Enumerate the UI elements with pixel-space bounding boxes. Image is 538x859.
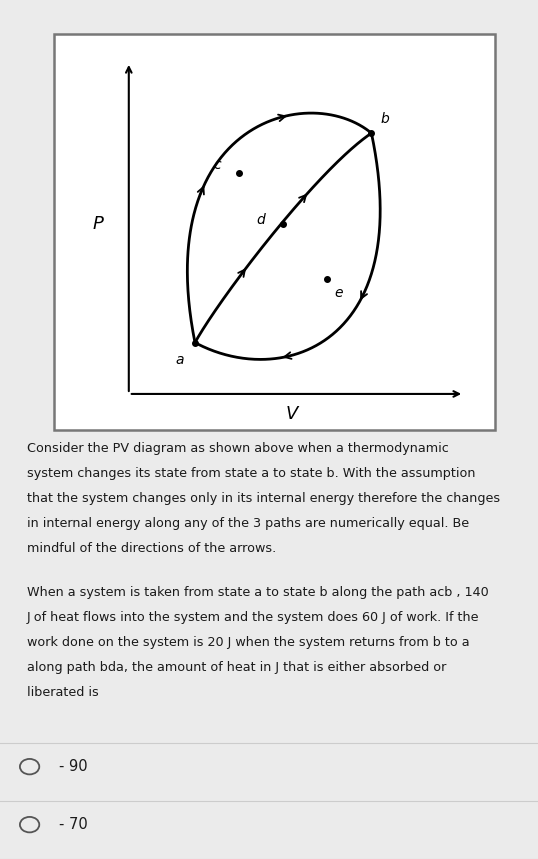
Text: liberated is: liberated is	[27, 686, 98, 699]
Text: J of heat flows into the system and the system does 60 J of work. If the: J of heat flows into the system and the …	[27, 612, 479, 624]
Text: work done on the system is 20 J when the system returns from b to a: work done on the system is 20 J when the…	[27, 636, 470, 649]
Text: V: V	[286, 405, 298, 423]
Text: b: b	[380, 113, 389, 126]
Text: mindful of the directions of the arrows.: mindful of the directions of the arrows.	[27, 542, 276, 555]
Text: Consider the PV diagram as shown above when a thermodynamic: Consider the PV diagram as shown above w…	[27, 442, 449, 455]
Text: system changes its state from state a to state b. With the assumption: system changes its state from state a to…	[27, 467, 476, 480]
Text: c: c	[213, 158, 221, 172]
Text: - 90: - 90	[59, 759, 88, 774]
Text: d: d	[257, 213, 266, 227]
Text: that the system changes only in its internal energy therefore the changes: that the system changes only in its inte…	[27, 492, 500, 505]
Text: in internal energy along any of the 3 paths are numerically equal. Be: in internal energy along any of the 3 pa…	[27, 517, 469, 530]
Text: e: e	[334, 286, 343, 300]
Text: P: P	[93, 215, 103, 233]
Text: When a system is taken from state a to state b along the path acb , 140: When a system is taken from state a to s…	[27, 587, 489, 600]
Text: a: a	[175, 353, 184, 368]
Text: - 70: - 70	[59, 817, 88, 832]
Text: along path bda, the amount of heat in J that is either absorbed or: along path bda, the amount of heat in J …	[27, 661, 447, 674]
FancyBboxPatch shape	[54, 34, 495, 430]
